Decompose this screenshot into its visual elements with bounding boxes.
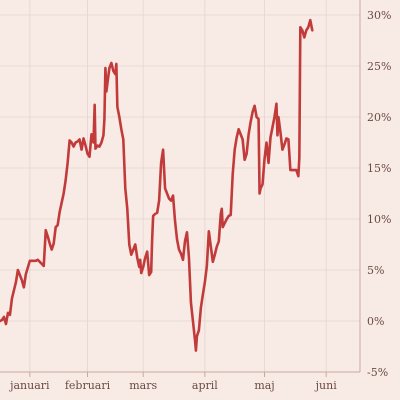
y-tick-label: 20%: [367, 111, 391, 124]
y-tick-label: -5%: [367, 366, 388, 379]
x-tick-label: mars: [129, 379, 157, 392]
x-tick-label: maj: [254, 379, 274, 392]
axis-layer: [0, 0, 361, 377]
x-tick-label: februari: [65, 379, 111, 392]
y-tick-label: 25%: [367, 60, 391, 73]
series-layer: [0, 18, 314, 352]
x-tick-label: juni: [314, 379, 338, 392]
series-line: [0, 18, 314, 352]
label-layer: -5% 0% 5% 10% 15% 20% 25% 30% januari februari mar…: [8, 9, 391, 392]
x-tick-label: januari: [8, 379, 50, 392]
y-tick-label: 10%: [367, 213, 391, 226]
y-tick-label: 15%: [367, 162, 391, 175]
y-tick-label: 0%: [367, 315, 384, 328]
grid-layer: [0, 0, 360, 373]
y-tick-label: 5%: [367, 264, 384, 277]
y-tick-label: 30%: [367, 9, 391, 22]
x-tick-label: april: [192, 379, 218, 392]
